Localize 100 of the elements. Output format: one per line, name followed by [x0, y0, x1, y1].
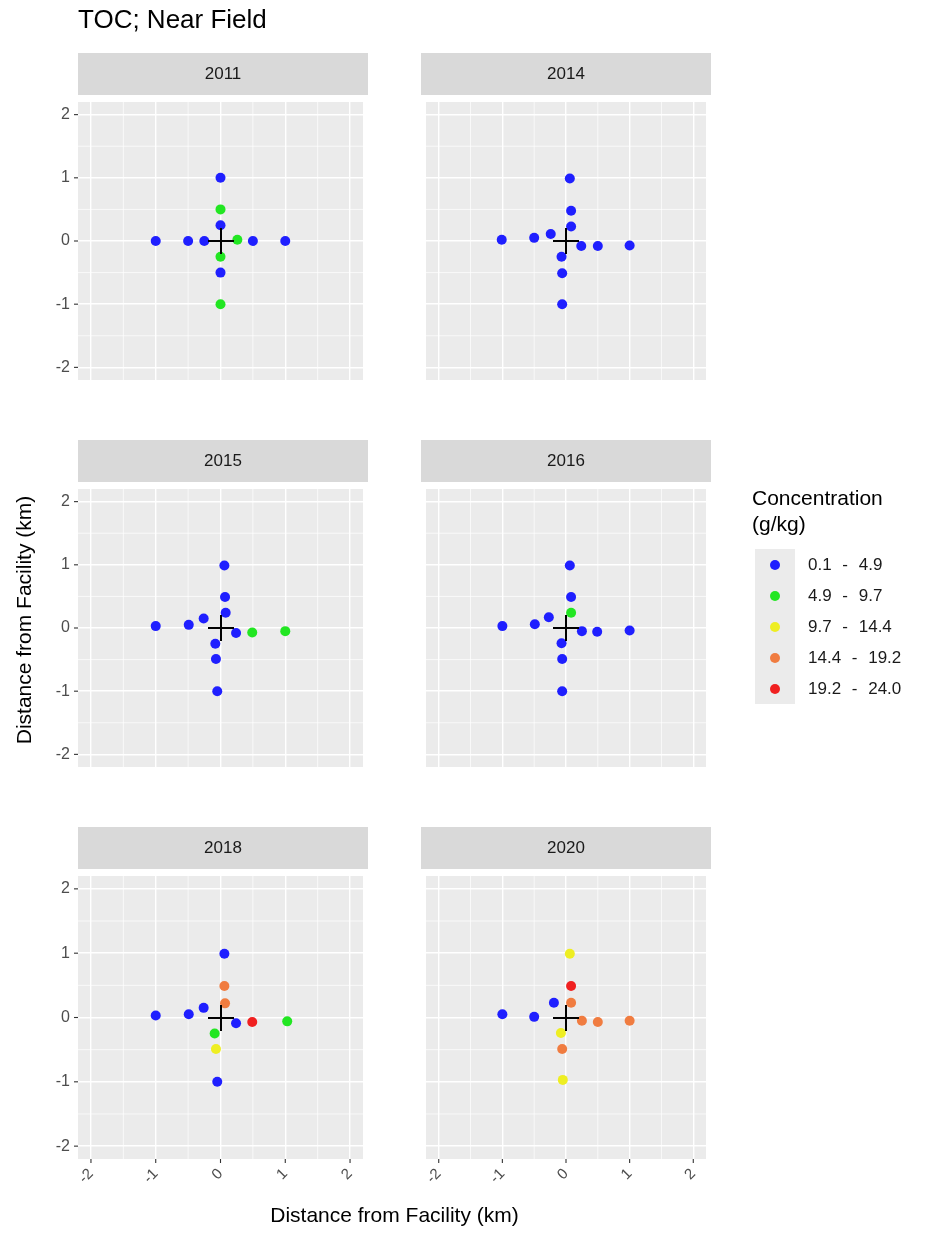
point [247, 236, 258, 246]
point [150, 621, 161, 632]
point [209, 1028, 220, 1039]
point [215, 220, 226, 231]
point [212, 1076, 223, 1087]
chart-title: 2016 [421, 440, 711, 482]
point [566, 221, 577, 232]
point [564, 948, 575, 959]
point [210, 638, 221, 649]
point [220, 592, 231, 603]
point [231, 1018, 242, 1029]
point [215, 267, 226, 278]
y-tick-label: 0 [61, 231, 71, 249]
y-tick-label: 2 [61, 879, 71, 897]
point [183, 236, 194, 246]
point [545, 229, 556, 240]
point [210, 1044, 221, 1055]
y-tick-label: -1 [55, 681, 71, 699]
point [215, 172, 226, 183]
point [150, 1010, 161, 1021]
chart-title: 2011 [78, 53, 368, 95]
point [198, 1002, 209, 1013]
point [557, 653, 568, 664]
point [566, 997, 577, 1008]
point [219, 560, 230, 571]
point [548, 997, 559, 1008]
legend-title: Concentration (g/kg) [752, 485, 884, 537]
y-tick-label: 0 [61, 1007, 71, 1025]
chart-title: 2014 [421, 53, 711, 95]
y-tick-label: 2 [61, 492, 71, 510]
point [557, 1074, 568, 1085]
point [564, 173, 575, 184]
legend-label: 0.1 - 4.9 [808, 554, 883, 575]
point [576, 241, 587, 252]
x-tick-label: 1 [272, 1164, 291, 1183]
point [247, 627, 258, 638]
x-tick-label: -2 [422, 1164, 444, 1186]
point [564, 560, 575, 571]
y-tick-label: 1 [61, 943, 71, 961]
point [183, 1009, 194, 1020]
point [566, 592, 577, 603]
legend-label: 9.7 - 14.4 [808, 616, 892, 637]
point [557, 1044, 568, 1055]
point [497, 1009, 508, 1020]
point [215, 299, 226, 310]
x-tick-label: 2 [680, 1164, 699, 1183]
point [556, 638, 567, 649]
point [624, 1015, 635, 1026]
point [592, 241, 603, 252]
legend-label: 4.9 - 9.7 [808, 585, 883, 606]
y-tick-label: 1 [61, 555, 71, 573]
point [215, 251, 226, 262]
point [280, 626, 291, 637]
point [247, 1017, 258, 1027]
point [231, 628, 242, 639]
x-tick-label: 1 [616, 1164, 635, 1183]
y-tick-label: -2 [55, 744, 71, 762]
point [210, 653, 221, 664]
x-tick-label: -1 [139, 1164, 161, 1186]
chart-subtitle: TOC; Near Field [78, 4, 267, 35]
y-tick-label: -1 [55, 294, 71, 312]
point [219, 948, 230, 959]
point [215, 204, 226, 215]
chart-title: 2020 [421, 827, 711, 869]
point [199, 236, 210, 246]
point [566, 205, 577, 216]
point [624, 240, 635, 251]
point [150, 236, 161, 246]
point [282, 1016, 293, 1027]
point [529, 232, 540, 243]
point [555, 1027, 566, 1038]
point [529, 619, 540, 630]
point [566, 607, 577, 618]
point [198, 613, 209, 624]
point [220, 998, 231, 1009]
y-tick-label: 0 [61, 618, 71, 636]
point [592, 626, 603, 637]
point [592, 1017, 603, 1027]
x-tick-label: 0 [553, 1164, 572, 1183]
point [220, 607, 231, 618]
point [543, 612, 554, 623]
point [497, 621, 508, 632]
point [496, 234, 507, 245]
point [557, 299, 568, 310]
y-tick-label: 2 [61, 105, 71, 123]
y-tick-label: -1 [55, 1072, 71, 1090]
chart-title: 2015 [78, 440, 368, 482]
point [576, 1015, 587, 1026]
point [624, 625, 635, 636]
point [280, 236, 291, 246]
point [529, 1011, 540, 1022]
point [556, 251, 567, 262]
y-tick-label: -2 [55, 1136, 71, 1154]
x-tick-label: 0 [207, 1164, 226, 1183]
x-tick-label: 2 [337, 1164, 356, 1183]
point [183, 619, 194, 630]
point [566, 980, 577, 991]
x-axis-title: Distance from Facility (km) [270, 1203, 519, 1227]
legend-label: 19.2 - 24.0 [808, 678, 902, 699]
point [232, 234, 243, 245]
